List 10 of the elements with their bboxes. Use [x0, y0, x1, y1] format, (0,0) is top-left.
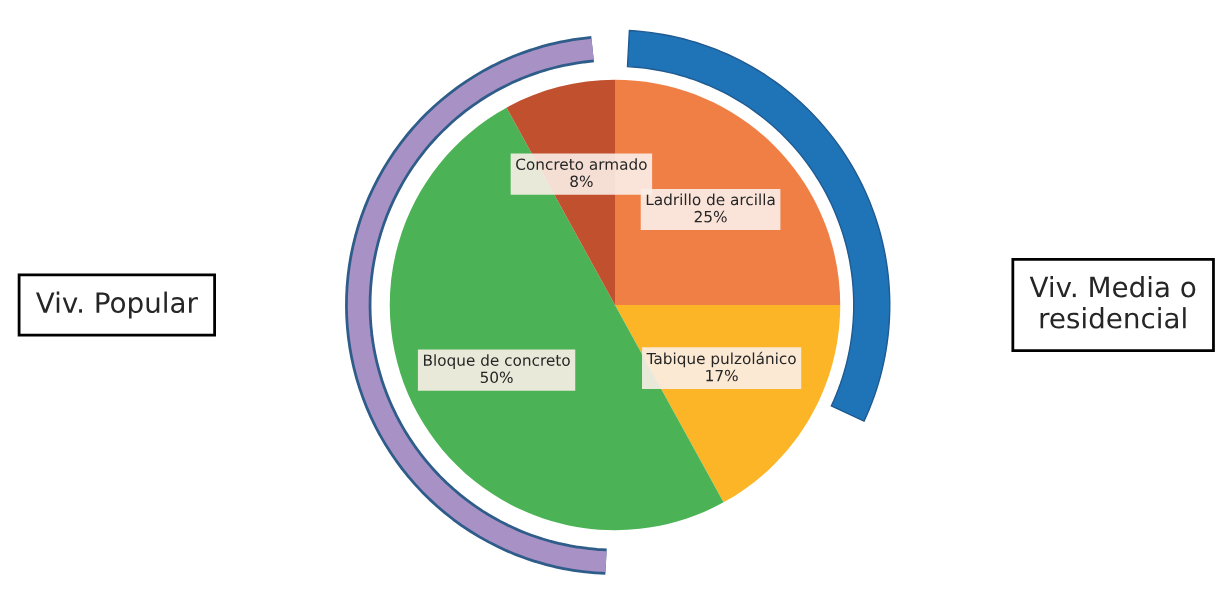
slice-label: Concreto armado: [516, 158, 647, 170]
slice-label: Bloque de concreto: [423, 354, 570, 369]
data-label: 17%: [706, 369, 738, 382]
slice-label: Tabique pulzolánico: [646, 351, 796, 368]
data-label: 50%: [480, 371, 513, 384]
data-label: 25%: [694, 210, 727, 223]
text: Viv. Popular: [35, 291, 198, 319]
slice-label: Ladrillo de arcilla: [646, 193, 775, 206]
text: Viv. Media o residencial: [1029, 276, 1196, 329]
data-label: 8%: [570, 175, 593, 188]
